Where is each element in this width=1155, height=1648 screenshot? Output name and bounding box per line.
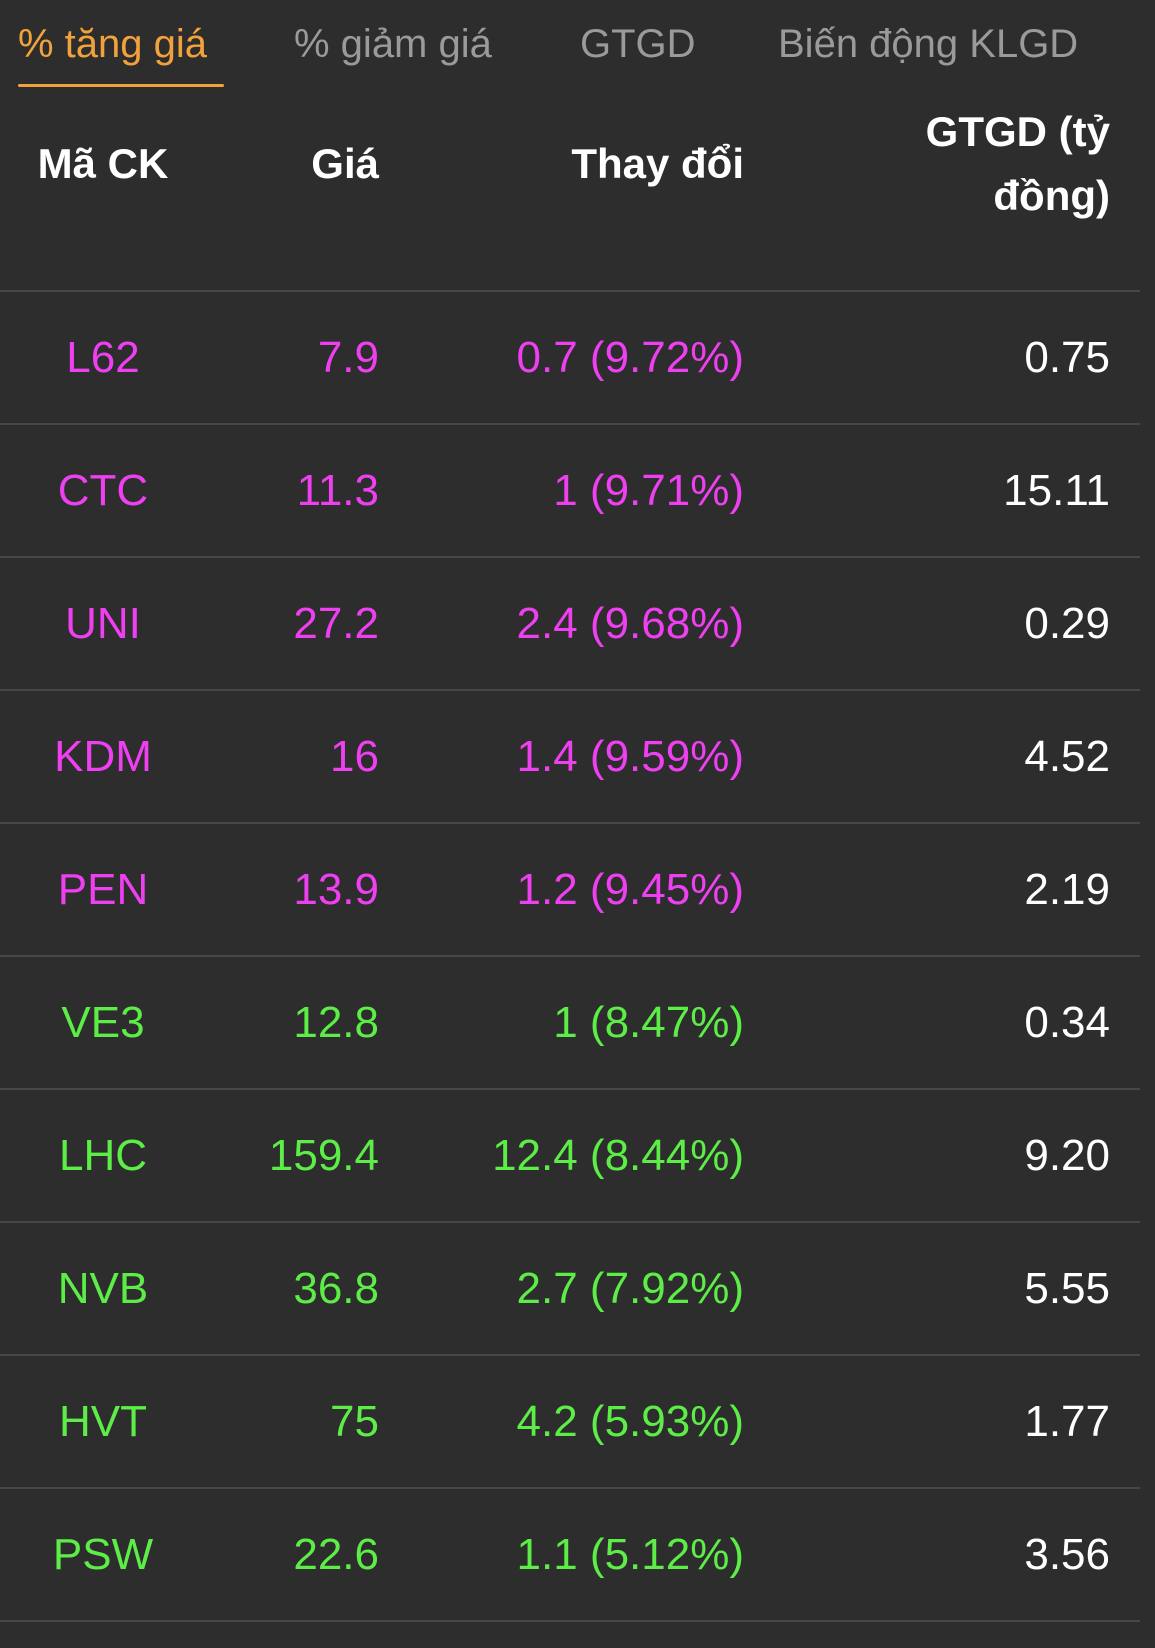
stock-price: 11.3 (296, 466, 379, 515)
tab-top-losers[interactable]: % giảm giá (294, 22, 492, 66)
tab-volume-change[interactable]: Biến động KLGD (778, 22, 1079, 66)
stock-trading-value: 9.20 (1024, 1131, 1110, 1180)
tab-trading-value[interactable]: GTGD (580, 22, 696, 66)
stock-code[interactable]: NVB (57, 1264, 149, 1313)
stock-price: 27.2 (293, 599, 379, 648)
stock-trading-value: 4.52 (1024, 732, 1110, 781)
stock-code[interactable]: LHC (58, 1131, 148, 1180)
stock-code[interactable]: CTC (57, 466, 149, 515)
stock-change: 4.2 (5.93%) (516, 1397, 744, 1446)
stock-code[interactable]: UNI (65, 599, 141, 648)
stock-trading-value: 15.11 (1003, 466, 1110, 515)
stock-code[interactable]: PSW (52, 1530, 154, 1579)
stock-trading-value: 0.29 (1024, 599, 1110, 648)
stock-trading-value: 0.75 (1024, 333, 1110, 382)
stock-change: 1.2 (9.45%) (516, 865, 744, 914)
stock-change: 1.4 (9.59%) (516, 732, 744, 781)
stock-price: 159.4 (268, 1131, 379, 1180)
stock-change: 1.1 (5.12%) (516, 1530, 744, 1579)
table-row[interactable]: UNI 27.2 2.4 (9.68%) 0.29 (0, 558, 1140, 691)
stock-price: 22.6 (293, 1530, 379, 1579)
tab-top-gainers[interactable]: % tăng giá (18, 22, 208, 66)
stock-trading-value: 3.56 (1024, 1530, 1110, 1579)
stock-trading-value: 1.77 (1024, 1397, 1110, 1446)
stock-table: Mã CK Giá Thay đổi GTGD (tỷ đồng) L62 7.9… (0, 100, 1140, 1622)
stock-change: 0.7 (9.72%) (516, 333, 744, 382)
stock-code[interactable]: PEN (57, 865, 149, 914)
stock-price: 12.8 (293, 998, 379, 1047)
header-price: Giá (311, 140, 379, 187)
table-header: Mã CK Giá Thay đổi GTGD (tỷ đồng) (0, 100, 1140, 292)
header-value-line2: đồng) (993, 172, 1110, 219)
table-row[interactable]: KDM 16 1.4 (9.59%) 4.52 (0, 691, 1140, 824)
header-change: Thay đổi (571, 140, 744, 187)
stock-price: 16 (330, 732, 379, 781)
stock-price: 75 (330, 1397, 379, 1446)
stock-code[interactable]: HVT (59, 1397, 147, 1446)
table-row[interactable]: NVB 36.8 2.7 (7.92%) 5.55 (0, 1223, 1140, 1356)
stock-price: 7.9 (317, 333, 379, 382)
stock-change: 12.4 (8.44%) (492, 1131, 744, 1180)
stock-trading-value: 5.55 (1024, 1264, 1110, 1313)
tab-bar: % tăng giá % giảm giá GTGD Biến động KLG… (0, 0, 1140, 100)
stock-change: 2.4 (9.68%) (516, 599, 744, 648)
stock-change: 2.7 (7.92%) (516, 1264, 744, 1313)
stock-trading-value: 2.19 (1024, 865, 1110, 914)
table-row[interactable]: PEN 13.9 1.2 (9.45%) 2.19 (0, 824, 1140, 957)
active-tab-indicator (18, 84, 224, 87)
header-code: Mã CK (37, 140, 169, 187)
stock-code[interactable]: VE3 (61, 998, 145, 1047)
table-row[interactable]: HVT 75 4.2 (5.93%) 1.77 (0, 1356, 1140, 1489)
table-row[interactable]: PSW 22.6 1.1 (5.12%) 3.56 (0, 1489, 1140, 1622)
stock-code[interactable]: L62 (66, 333, 140, 382)
stock-code[interactable]: KDM (54, 732, 152, 781)
stock-price: 36.8 (293, 1264, 379, 1313)
stock-price: 13.9 (293, 865, 379, 914)
stock-change: 1 (8.47%) (553, 998, 744, 1047)
table-row[interactable]: VE3 12.8 1 (8.47%) 0.34 (0, 957, 1140, 1090)
table-row[interactable]: L62 7.9 0.7 (9.72%) 0.75 (0, 292, 1140, 425)
header-value-line1: GTGD (tỷ (925, 108, 1110, 155)
stock-change: 1 (9.71%) (553, 466, 744, 515)
stock-trading-value: 0.34 (1024, 998, 1110, 1047)
table-row[interactable]: LHC 159.4 12.4 (8.44%) 9.20 (0, 1090, 1140, 1223)
table-row[interactable]: CTC 11.3 1 (9.71%) 15.11 (0, 425, 1140, 558)
